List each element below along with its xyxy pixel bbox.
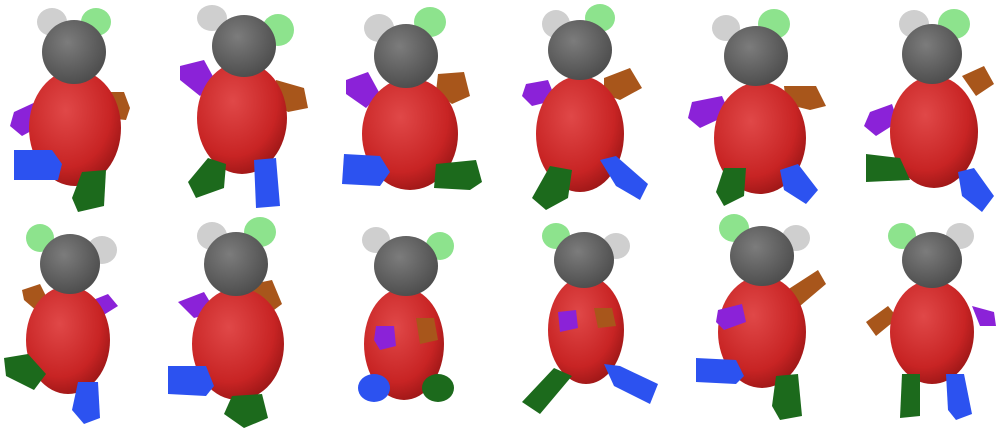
body <box>364 288 444 400</box>
panel-r2c3 <box>358 227 454 402</box>
arm-purple <box>346 72 380 108</box>
leg-blue <box>72 382 100 424</box>
panel-r1c3 <box>342 7 482 190</box>
body <box>890 280 974 384</box>
panel-r2c5 <box>696 214 826 420</box>
arm-orange <box>416 318 438 344</box>
arm-purple <box>864 104 898 136</box>
leg-blue <box>696 358 744 384</box>
panel-r1c5 <box>688 9 826 206</box>
ear-white <box>197 5 227 31</box>
head <box>204 232 268 296</box>
head <box>902 24 962 84</box>
body <box>197 62 287 174</box>
leg-blue <box>14 150 62 180</box>
head <box>724 26 788 86</box>
leg-blue <box>342 154 390 186</box>
arm-purple <box>374 326 396 350</box>
panel-r2c4 <box>522 223 658 414</box>
head <box>730 226 794 286</box>
head <box>554 232 614 288</box>
body <box>548 276 624 384</box>
leg-green <box>434 160 482 190</box>
leg-green <box>72 170 106 212</box>
head <box>212 15 276 77</box>
head <box>902 232 962 288</box>
leg-blue <box>600 156 648 200</box>
body <box>192 288 284 400</box>
arm-purple <box>716 304 746 330</box>
leg-green <box>772 374 802 420</box>
leg-green <box>900 374 920 418</box>
leg-green <box>866 154 910 182</box>
ear-white <box>712 15 740 41</box>
panel-r2c1 <box>4 224 118 424</box>
leg-green <box>224 394 268 428</box>
panel-r1c2 <box>180 5 308 208</box>
arm-purple <box>972 306 996 326</box>
head <box>42 20 106 84</box>
leg-green <box>716 168 746 206</box>
leg-green <box>532 166 572 210</box>
leg-green <box>188 158 226 198</box>
leg-green <box>422 374 454 402</box>
panel-r1c4 <box>522 4 648 210</box>
leg-blue <box>358 374 390 402</box>
arm-orange <box>594 308 616 328</box>
leg-blue <box>168 366 214 396</box>
arm-orange <box>962 66 994 96</box>
leg-green <box>522 368 572 414</box>
leg-blue <box>780 164 818 204</box>
panel-r2c2 <box>168 217 284 428</box>
body <box>890 76 978 188</box>
body <box>718 276 806 388</box>
arm-purple <box>688 96 730 128</box>
head <box>548 20 612 80</box>
body <box>714 82 806 194</box>
head <box>40 234 100 294</box>
body <box>26 286 110 394</box>
head <box>374 236 438 296</box>
arm-purple <box>558 310 578 332</box>
panel-r1c6 <box>864 9 994 212</box>
arm-orange <box>604 68 642 100</box>
leg-blue <box>254 158 280 208</box>
arm-orange <box>866 306 898 336</box>
leg-green <box>4 354 46 390</box>
leg-blue <box>958 168 994 212</box>
leg-blue <box>604 364 658 404</box>
panel-r2c6 <box>866 223 996 420</box>
panel-r1c1 <box>10 8 130 212</box>
leg-blue <box>946 374 972 420</box>
head <box>374 24 438 88</box>
body <box>362 78 458 190</box>
